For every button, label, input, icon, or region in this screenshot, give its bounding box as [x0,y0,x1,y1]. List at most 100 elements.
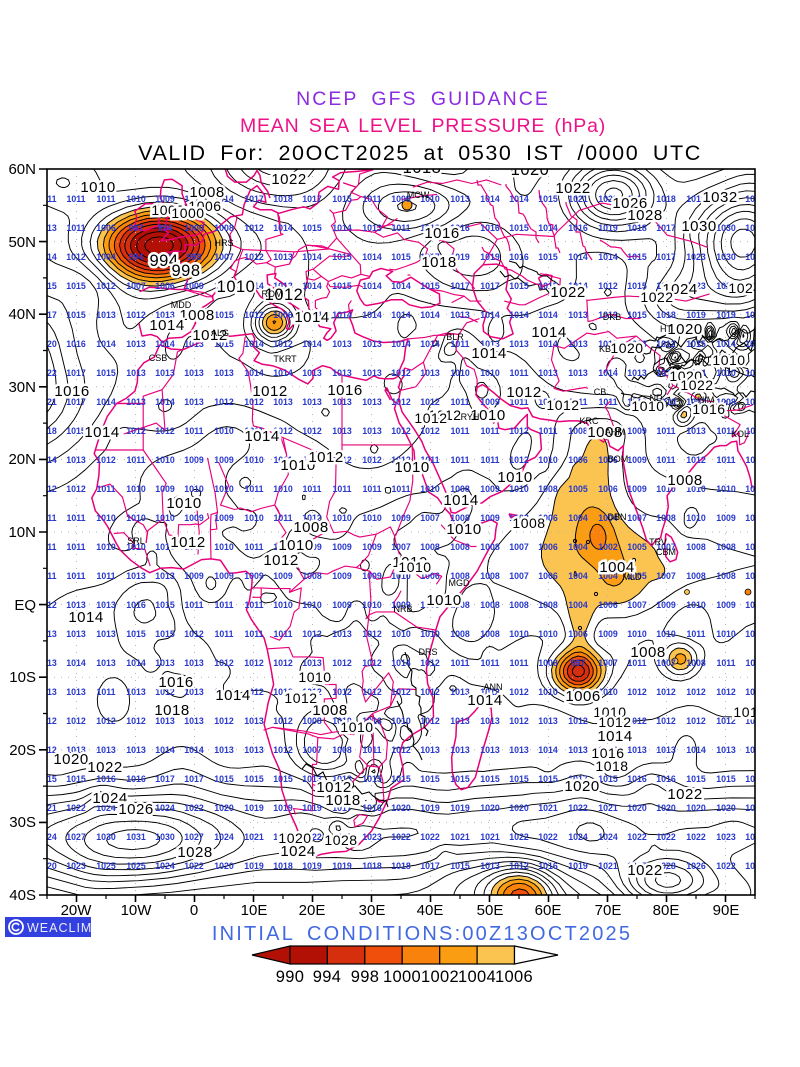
svg-text:1013: 1013 [37,658,57,668]
svg-text:1012: 1012 [332,687,352,697]
svg-text:1020: 1020 [716,803,736,813]
svg-text:TKRT: TKRT [273,354,297,364]
svg-text:1007: 1007 [509,571,529,581]
svg-text:1017: 1017 [656,223,676,233]
svg-text:WEACLIM: WEACLIM [27,921,92,935]
svg-text:1010: 1010 [96,542,116,552]
svg-text:NRB: NRB [393,604,412,614]
svg-text:1007: 1007 [420,513,440,523]
svg-text:1022: 1022 [37,368,57,378]
svg-text:1011: 1011 [716,426,735,436]
svg-text:1014: 1014 [391,310,411,320]
svg-text:1020: 1020 [53,751,88,768]
svg-text:1019: 1019 [450,252,470,262]
svg-text:1007: 1007 [598,426,618,436]
svg-text:1014: 1014 [294,309,329,326]
svg-text:1028: 1028 [656,861,676,871]
svg-text:1008: 1008 [686,542,706,552]
svg-text:1017: 1017 [420,252,440,262]
svg-text:1014: 1014 [598,368,618,378]
svg-text:1011: 1011 [66,571,85,581]
svg-text:1013: 1013 [37,223,57,233]
svg-text:1010: 1010 [362,600,382,610]
svg-text:1019: 1019 [716,310,736,320]
svg-text:1012: 1012 [37,600,57,610]
svg-text:1011: 1011 [538,426,557,436]
svg-text:1007: 1007 [598,658,618,668]
svg-text:1013: 1013 [66,745,86,755]
svg-text:1005: 1005 [627,571,647,581]
svg-text:1019: 1019 [244,861,264,871]
svg-text:1018: 1018 [273,194,293,204]
svg-text:1012: 1012 [391,397,411,407]
svg-text:1008: 1008 [450,629,470,639]
svg-text:1013: 1013 [302,774,322,784]
svg-text:1013: 1013 [656,745,676,755]
svg-text:1011: 1011 [745,658,764,668]
svg-text:MDD: MDD [171,300,192,310]
svg-text:1008: 1008 [480,542,500,552]
svg-text:1018: 1018 [273,861,293,871]
svg-text:1020: 1020 [745,803,765,813]
svg-text:1013: 1013 [214,368,234,378]
svg-text:1015: 1015 [244,774,264,784]
svg-text:1014: 1014 [302,281,322,291]
svg-text:1020: 1020 [610,340,643,356]
svg-text:1012: 1012 [656,339,676,349]
svg-text:997: 997 [571,658,586,668]
svg-text:1000: 1000 [383,968,421,986]
svg-text:1021: 1021 [37,803,57,813]
svg-text:1023: 1023 [66,861,86,871]
svg-text:1004: 1004 [458,968,496,986]
svg-text:1012: 1012 [302,629,322,639]
svg-text:1007: 1007 [627,513,647,523]
svg-text:998: 998 [187,252,202,262]
svg-text:1014: 1014 [302,310,322,320]
svg-text:1009: 1009 [184,513,204,523]
svg-text:1020: 1020 [686,803,706,813]
svg-text:1012: 1012 [745,716,765,726]
svg-text:1010: 1010 [273,484,293,494]
svg-text:1014: 1014 [244,339,264,349]
svg-text:1010: 1010 [394,459,429,476]
svg-text:1018: 1018 [656,310,676,320]
svg-text:1012: 1012 [509,687,529,697]
svg-text:1006: 1006 [598,455,618,465]
svg-text:1004: 1004 [598,513,618,523]
svg-text:1015: 1015 [450,774,470,784]
svg-text:1010: 1010 [509,629,529,639]
svg-text:1014: 1014 [84,424,119,441]
svg-text:1013: 1013 [126,745,146,755]
svg-text:1015: 1015 [538,774,558,784]
svg-text:1010: 1010 [214,484,234,494]
svg-text:1011: 1011 [37,513,56,523]
svg-text:1006: 1006 [538,571,558,581]
svg-text:1008: 1008 [686,658,706,668]
svg-text:1012: 1012 [568,716,588,726]
svg-text:1009: 1009 [362,571,382,581]
svg-text:1016: 1016 [538,861,558,871]
svg-text:1024: 1024 [37,832,57,842]
svg-text:1009: 1009 [332,600,352,610]
svg-text:1008: 1008 [745,542,765,552]
svg-text:1010: 1010 [509,484,529,494]
svg-text:1010: 1010 [302,600,322,610]
svg-text:1014: 1014 [480,194,500,204]
svg-text:1010: 1010 [420,629,440,639]
svg-text:1011: 1011 [362,194,381,204]
svg-text:1012: 1012 [302,687,322,697]
svg-text:1014: 1014 [244,428,279,445]
svg-text:1012: 1012 [265,286,304,304]
svg-text:1011: 1011 [244,542,263,552]
svg-text:1021: 1021 [598,861,618,871]
svg-text:1014: 1014 [362,310,382,320]
svg-text:1020: 1020 [669,368,702,384]
svg-text:1012: 1012 [362,455,382,465]
svg-text:1013: 1013 [184,716,204,726]
svg-text:1012: 1012 [316,779,351,796]
svg-text:1018: 1018 [595,758,628,774]
svg-text:1011: 1011 [480,426,499,436]
svg-text:1013: 1013 [598,310,618,320]
svg-text:1014: 1014 [244,368,264,378]
svg-text:1009: 1009 [214,513,234,523]
